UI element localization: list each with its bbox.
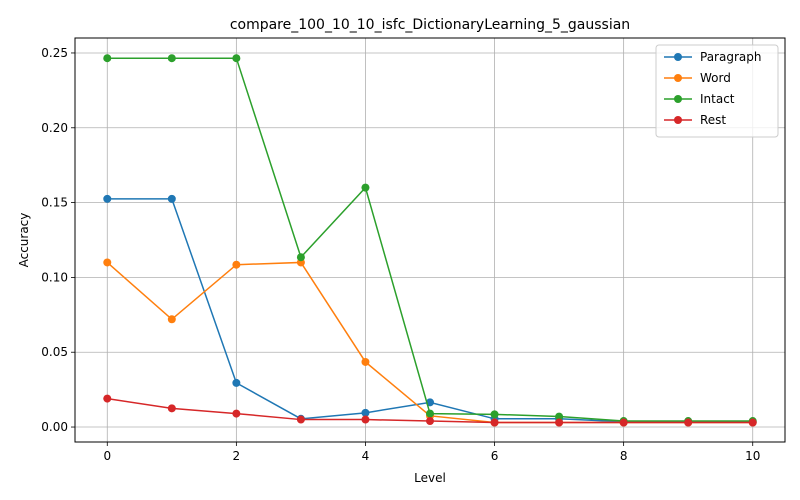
x-tick-label: 10 <box>745 449 760 463</box>
series-paragraph <box>103 194 757 426</box>
legend-item-paragraph: Paragraph <box>664 50 761 64</box>
data-point <box>555 412 564 421</box>
y-tick-label: 0.10 <box>41 270 68 284</box>
legend-swatch-marker <box>674 95 682 103</box>
data-point <box>232 54 241 63</box>
data-point <box>361 415 370 424</box>
x-tick-label: 8 <box>620 449 628 463</box>
legend-label: Rest <box>700 113 726 127</box>
data-point <box>103 258 112 267</box>
legend-label: Word <box>700 71 731 85</box>
data-point <box>103 394 112 403</box>
x-axis-label: Level <box>414 471 446 485</box>
data-point <box>167 404 176 413</box>
data-point <box>167 315 176 324</box>
data-point <box>684 418 693 427</box>
plot-frame <box>74 37 786 443</box>
x-tick-label: 6 <box>491 449 499 463</box>
y-tick-label: 0.05 <box>41 345 68 359</box>
data-point <box>296 253 305 262</box>
legend-label: Intact <box>700 92 735 106</box>
data-point <box>619 418 628 427</box>
legend-swatch-marker <box>674 74 682 82</box>
data-point <box>748 418 757 427</box>
legend-swatch-marker <box>674 116 682 124</box>
legend-box <box>655 44 779 138</box>
data-point <box>490 410 499 419</box>
y-tick-label: 0.25 <box>41 46 68 60</box>
y-tick-label: 0.20 <box>41 121 68 135</box>
data-point <box>361 183 370 192</box>
x-tick-label: 4 <box>362 449 370 463</box>
data-point <box>296 415 305 424</box>
series-line <box>107 198 753 423</box>
data-point <box>490 418 499 427</box>
legend-label: Paragraph <box>700 50 761 64</box>
legend-item-intact: Intact <box>664 92 735 106</box>
ticks: 0 2 4 6 8 10 0.00 0.05 0.10 0.15 0.20 0.25 <box>41 46 760 463</box>
data-point <box>232 260 241 269</box>
data-point <box>103 194 112 203</box>
x-tick-label: 0 <box>103 449 111 463</box>
data-point <box>232 409 241 418</box>
y-axis-label: Accuracy <box>17 213 31 268</box>
data-point <box>103 54 112 63</box>
data-point <box>426 409 434 418</box>
data-point <box>167 194 176 203</box>
y-tick-label: 0.00 <box>41 420 68 434</box>
data-point <box>426 417 434 426</box>
x-tick-label: 2 <box>233 449 241 463</box>
legend-swatch-marker <box>674 53 682 61</box>
chart-title: compare_100_10_10_isfc_DictionaryLearnin… <box>230 17 630 33</box>
data-point <box>232 378 241 387</box>
data-point <box>361 408 370 417</box>
legend-item-rest: Rest <box>664 113 726 127</box>
legend-item-word: Word <box>664 71 731 85</box>
series-layer <box>103 54 757 427</box>
data-point <box>361 357 370 366</box>
series-rest <box>103 394 757 427</box>
data-point <box>555 418 564 427</box>
data-point <box>167 54 176 63</box>
legend: Paragraph Word Intact Rest <box>655 44 779 138</box>
y-tick-label: 0.15 <box>41 196 68 210</box>
